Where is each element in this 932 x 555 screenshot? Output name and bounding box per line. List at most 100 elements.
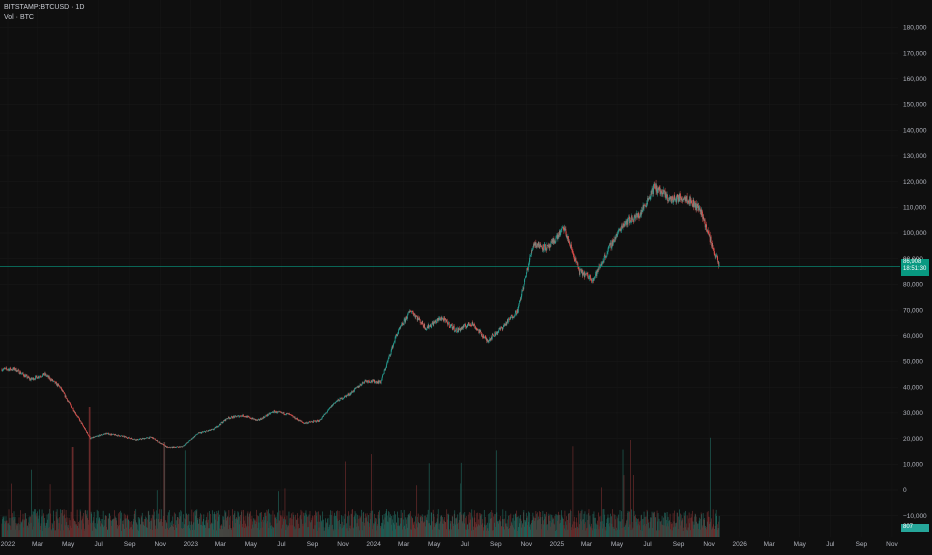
- candle-body: [340, 398, 341, 399]
- volume-bar: [618, 514, 619, 537]
- time-tick-label: Nov: [703, 541, 715, 548]
- candle-body: [502, 326, 504, 328]
- candle-body: [439, 317, 441, 320]
- volume-bar: [5, 522, 6, 537]
- volume-bar: [516, 516, 518, 537]
- volume-bar: [632, 527, 634, 537]
- candle-body: [197, 433, 199, 435]
- candle-body: [89, 436, 91, 439]
- candle-body: [112, 433, 114, 435]
- candle-body: [308, 422, 309, 424]
- volume-bar: [617, 529, 618, 537]
- volume-bar: [35, 509, 36, 537]
- volume-bar: [514, 520, 516, 537]
- candle-body: [468, 323, 470, 326]
- price-axis[interactable]: 180,000170,000160,000150,000140,000130,0…: [903, 25, 927, 520]
- candle-body: [625, 220, 627, 223]
- candle-body: [340, 398, 342, 399]
- candle-body: [152, 437, 154, 439]
- volume-bar: [616, 516, 618, 537]
- volume-bar: [54, 530, 56, 537]
- symbol-title[interactable]: BITSTAMP:BTCUSD · 1D: [4, 4, 85, 11]
- volume-bar: [50, 513, 51, 537]
- volume-bar: [691, 521, 693, 537]
- volume-bar: [115, 517, 117, 537]
- volume-bar: [530, 524, 531, 537]
- volume-bar: [530, 529, 532, 537]
- candle-body: [462, 325, 464, 329]
- volume-bar: [335, 515, 337, 537]
- candle-body: [285, 414, 286, 416]
- volume-bar: [74, 524, 76, 537]
- candle-body: [158, 441, 160, 443]
- volume-bar: [188, 513, 190, 537]
- candle-body: [714, 253, 716, 256]
- volume-bar: [442, 516, 444, 537]
- candle-body: [157, 440, 159, 442]
- volume-bar: [59, 517, 60, 537]
- candle-body: [211, 429, 213, 430]
- volume-bar: [596, 524, 598, 537]
- candle-body: [601, 263, 602, 266]
- volume-bar: [508, 528, 510, 537]
- volume-bar: [694, 513, 696, 537]
- volume-bar: [478, 519, 480, 537]
- candle-body: [716, 255, 718, 258]
- volume-bar: [37, 511, 38, 537]
- candle-body: [372, 379, 373, 383]
- volume-bar: [317, 530, 318, 537]
- volume-bar: [79, 520, 80, 537]
- volume-bar: [355, 513, 357, 537]
- time-axis[interactable]: 2022 Mar May Jul Sep Nov 2023 Mar May Jul Sep Nov 20…: [1, 541, 899, 548]
- candle-body: [74, 411, 75, 414]
- candle-body: [338, 399, 340, 402]
- candle-body: [559, 230, 560, 235]
- volume-bar: [8, 509, 10, 537]
- candle-body: [444, 318, 446, 320]
- candle-body: [385, 366, 387, 368]
- candle-body: [411, 311, 413, 312]
- candle-body: [452, 327, 454, 329]
- candle-body: [253, 418, 255, 420]
- volume-bar: [450, 521, 452, 537]
- volume-bar: [486, 530, 488, 537]
- volume-bar: [668, 526, 669, 537]
- volume-bar: [622, 449, 624, 537]
- volume-bar: [48, 513, 49, 537]
- candle-body: [371, 381, 373, 383]
- volume-bar: [197, 523, 199, 537]
- candle-body: [162, 443, 164, 445]
- candle-body: [179, 446, 181, 448]
- candle-body: [227, 418, 229, 419]
- candle-body: [254, 418, 256, 420]
- volume-bar: [351, 509, 353, 537]
- volume-bar: [464, 517, 466, 537]
- volume-bar: [192, 529, 194, 537]
- volume-bar: [295, 514, 296, 537]
- candle-body: [575, 258, 577, 262]
- candle-body: [453, 326, 455, 331]
- volume-bar: [183, 524, 185, 537]
- candle-body: [29, 378, 31, 380]
- candle-body: [94, 437, 95, 438]
- candle-body: [302, 421, 303, 423]
- candle-body: [314, 420, 316, 422]
- candle-body: [434, 321, 436, 323]
- volume-bar: [61, 509, 63, 537]
- volume-bar: [374, 513, 375, 537]
- volume-indicator-label[interactable]: Vol · BTC: [4, 14, 34, 21]
- volume-bar: [119, 518, 121, 537]
- volume-bar: [90, 511, 92, 537]
- candle-body: [521, 290, 523, 291]
- volume-bar: [581, 509, 583, 537]
- candle-body: [453, 326, 455, 329]
- candle-body: [533, 244, 534, 248]
- candle-body: [243, 416, 245, 417]
- candle-body: [580, 269, 582, 270]
- candle-body: [401, 323, 403, 325]
- candle-body: [638, 212, 639, 218]
- candle-body: [610, 242, 611, 245]
- candle-body: [519, 298, 521, 301]
